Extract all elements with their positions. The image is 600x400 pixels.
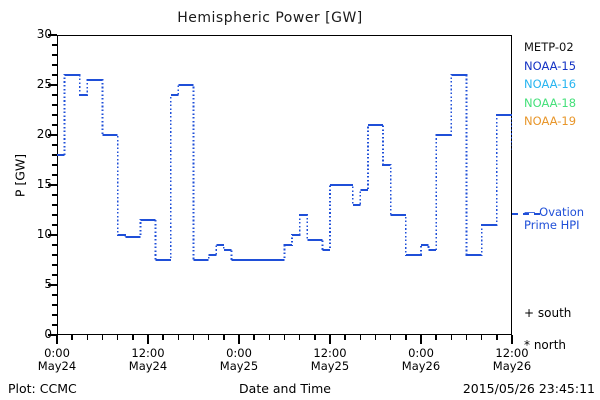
legend-item-noaa-15: NOAA-15 bbox=[524, 58, 577, 73]
satellite-legend: METP-02 NOAA-15 NOAA-16 NOAA-18 NOAA-19 bbox=[524, 38, 576, 131]
x-axis-tick bbox=[329, 335, 331, 344]
x-axis-minor-tick bbox=[86, 335, 89, 340]
y-axis-minor-tick bbox=[52, 104, 57, 106]
y-axis-minor-tick bbox=[52, 274, 57, 276]
y-axis-tick-label: 0 bbox=[44, 327, 52, 341]
x-axis-minor-tick bbox=[435, 335, 437, 340]
x-axis-tick bbox=[147, 335, 149, 344]
x-axis-minor-tick bbox=[374, 335, 377, 340]
x-axis-minor-tick bbox=[223, 335, 225, 340]
y-axis-minor-tick bbox=[52, 304, 57, 306]
y-axis-tick-label: 20 bbox=[36, 127, 52, 141]
y-axis-label: P [GW] bbox=[12, 153, 28, 198]
ovation-prime-hpi-trace bbox=[57, 74, 512, 261]
y-axis-minor-tick bbox=[52, 54, 57, 56]
marker-legend-south: + south bbox=[524, 306, 572, 320]
y-axis-minor-tick bbox=[52, 214, 57, 216]
y-axis-tick-label: 10 bbox=[36, 227, 52, 241]
x-axis-minor-tick bbox=[405, 335, 407, 340]
y-axis-minor-tick bbox=[52, 264, 57, 266]
y-axis-minor-tick bbox=[52, 174, 57, 176]
ovation-legend-line2: Prime HPI bbox=[524, 218, 580, 232]
y-axis-minor-tick bbox=[52, 254, 57, 256]
plot-credit: Plot: CCMC bbox=[8, 381, 77, 396]
x-axis-minor-tick bbox=[465, 335, 468, 340]
y-axis-minor-tick bbox=[52, 224, 57, 226]
x-axis-minor-tick bbox=[162, 335, 164, 340]
chart-title: Hemispheric Power [GW] bbox=[177, 10, 363, 26]
y-axis-tick-label: 25 bbox=[36, 77, 52, 91]
y-axis-minor-tick bbox=[52, 314, 57, 316]
x-axis-tick-label: 0:00 May26 bbox=[401, 346, 441, 373]
x-axis-minor-tick bbox=[496, 335, 498, 340]
y-axis-tick-label: 30 bbox=[36, 27, 52, 41]
y-axis-tick-label: 15 bbox=[36, 177, 52, 191]
x-axis-minor-tick bbox=[344, 335, 346, 340]
x-axis-label: Date and Time bbox=[239, 381, 331, 396]
marker-legend-north: * north bbox=[524, 338, 567, 352]
y-axis-minor-tick bbox=[52, 144, 57, 146]
y-axis-tick bbox=[48, 84, 57, 86]
x-axis-minor-tick bbox=[359, 335, 362, 340]
timestamp: 2015/05/26 23:45:11 bbox=[462, 381, 595, 396]
ovation-legend-line1: — Ovation bbox=[524, 205, 585, 219]
y-axis-minor-tick bbox=[52, 194, 57, 196]
x-axis-minor-tick bbox=[116, 335, 119, 340]
x-axis-minor-tick bbox=[253, 335, 255, 340]
y-axis-tick bbox=[48, 34, 57, 36]
x-axis-tick-label: 12:00 May25 bbox=[310, 346, 350, 373]
y-axis-minor-tick bbox=[52, 94, 57, 96]
x-axis-minor-tick bbox=[450, 335, 453, 340]
x-axis-minor-tick bbox=[71, 335, 73, 340]
y-axis-tick bbox=[48, 284, 57, 286]
data-plot bbox=[57, 74, 512, 261]
legend-item-noaa-16: NOAA-16 bbox=[524, 77, 577, 91]
x-axis-minor-tick bbox=[389, 335, 392, 340]
x-axis-tick bbox=[238, 335, 240, 344]
y-axis-minor-tick bbox=[52, 244, 57, 246]
x-axis-minor-tick bbox=[268, 335, 271, 340]
x-axis-minor-tick bbox=[283, 335, 286, 340]
y-axis-tick bbox=[48, 134, 57, 136]
y-axis-minor-tick bbox=[52, 204, 57, 206]
x-axis-minor-tick bbox=[207, 335, 210, 340]
x-axis-minor-tick bbox=[314, 335, 316, 340]
x-axis-tick-label: 0:00 May25 bbox=[219, 346, 259, 373]
y-axis-tick bbox=[48, 334, 57, 336]
legend-item-noaa-18: NOAA-18 bbox=[524, 95, 577, 110]
marker-legend: + south * north bbox=[524, 297, 571, 361]
y-axis-minor-tick bbox=[52, 124, 57, 126]
y-axis-minor-tick bbox=[52, 114, 57, 116]
x-axis-tick-label: 12:00 May26 bbox=[492, 346, 532, 373]
y-axis-minor-tick bbox=[52, 324, 57, 326]
y-axis-minor-tick bbox=[52, 74, 57, 76]
y-axis-tick-label: 5 bbox=[44, 277, 52, 291]
y-axis-tick bbox=[48, 234, 57, 236]
x-axis-minor-tick bbox=[480, 335, 483, 340]
y-axis-minor-tick bbox=[52, 294, 57, 296]
ovation-legend: — Ovation Prime HPI bbox=[524, 206, 584, 232]
y-axis-tick bbox=[48, 184, 57, 186]
y-axis-minor-tick bbox=[52, 164, 57, 166]
x-axis-tick-label: 0:00 May24 bbox=[37, 346, 77, 373]
x-axis-minor-tick bbox=[192, 335, 195, 340]
x-axis-minor-tick bbox=[132, 335, 134, 340]
y-axis-minor-tick bbox=[52, 154, 57, 156]
x-axis-tick-label: 12:00 May24 bbox=[128, 346, 168, 373]
legend-item-metp-02: METP-02 bbox=[524, 40, 574, 54]
x-axis-tick bbox=[420, 335, 422, 344]
y-axis-minor-tick bbox=[52, 64, 57, 66]
y-axis-minor-tick bbox=[52, 44, 57, 46]
x-axis-minor-tick bbox=[177, 335, 180, 340]
x-axis-tick bbox=[511, 335, 513, 344]
legend-item-noaa-19: NOAA-19 bbox=[524, 114, 577, 128]
x-axis-minor-tick bbox=[101, 335, 104, 340]
x-axis-minor-tick bbox=[298, 335, 301, 340]
ovation-line-sample bbox=[512, 213, 540, 215]
x-axis-tick bbox=[56, 335, 58, 344]
